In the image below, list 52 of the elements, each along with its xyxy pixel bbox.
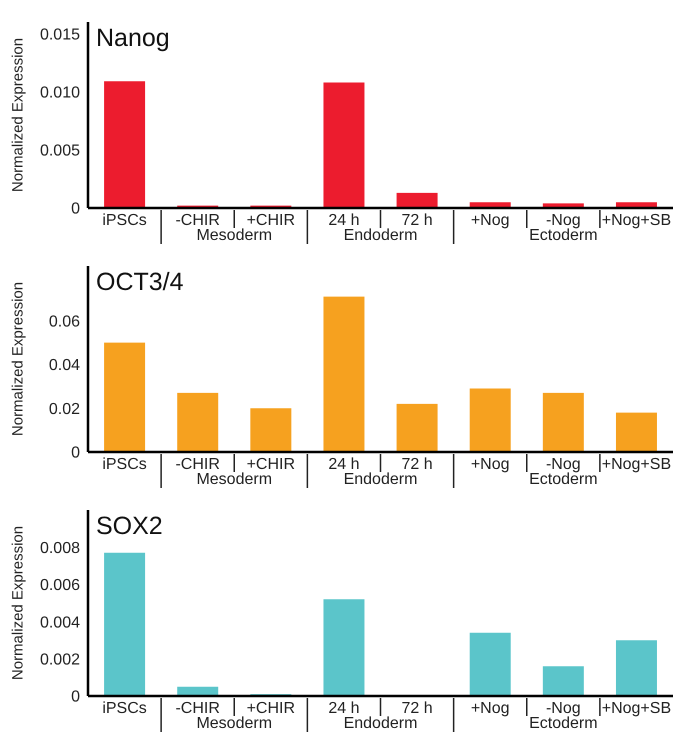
text: Mesoderm <box>195 471 274 489</box>
chart-title: Nanog <box>96 24 170 53</box>
x-tick-label: +Nog+SB <box>602 700 672 717</box>
text: Ectoderm <box>529 227 598 244</box>
x-tick-label: 72 h <box>401 456 433 473</box>
chart-title: OCT3/4 <box>96 268 184 297</box>
x-tick-label: iPSCs <box>102 456 147 473</box>
x-tick-label: 24 h <box>328 212 360 229</box>
x-tick-label: -Nog <box>546 212 581 229</box>
y-tick-label: 0.002 <box>40 651 80 668</box>
x-tick-label: 72 h <box>401 212 433 229</box>
y-tick-label: 0 <box>71 200 80 218</box>
text: Ectoderm <box>529 715 598 732</box>
y-tick-label: 0.010 <box>40 84 80 102</box>
chart-title: SOX2 <box>96 512 163 541</box>
x-tick-label: 72 h <box>401 700 433 717</box>
x-tick-label: +Nog <box>470 212 510 229</box>
text: Endoderm <box>342 471 418 489</box>
y-tick-label: 0.015 <box>40 26 80 44</box>
y-tick-label: 0.006 <box>40 577 80 594</box>
x-tick-label: -CHIR <box>175 700 220 717</box>
text: Endoderm <box>342 227 418 245</box>
x-tick-label: -Nog <box>546 700 581 717</box>
x-tick-label: +CHIR <box>246 700 296 717</box>
x-tick-label: -CHIR <box>175 212 220 229</box>
x-tick-label: iPSCs <box>102 212 147 229</box>
text: Endoderm <box>342 715 418 733</box>
y-axis-title: Normalized Expression <box>9 282 26 436</box>
x-tick-label: +Nog+SB <box>602 212 672 229</box>
x-tick-label: -Nog <box>546 456 581 473</box>
y-tick-label: 0.06 <box>48 313 80 330</box>
text: Ectoderm <box>529 471 598 488</box>
y-axis-title: Normalized Expression <box>9 526 26 680</box>
x-tick-label: -CHIR <box>175 456 220 473</box>
y-tick-label: 0.04 <box>48 357 80 374</box>
y-tick-label: 0.005 <box>40 142 80 160</box>
y-tick-label: 0 <box>71 688 80 706</box>
y-tick-label: 0.008 <box>40 540 80 557</box>
y-tick-label: 0.004 <box>40 614 80 632</box>
y-tick-label: 0 <box>71 444 80 462</box>
x-tick-label: 24 h <box>328 456 360 473</box>
text: Mesoderm <box>195 227 274 245</box>
x-tick-label: 24 h <box>328 700 360 717</box>
y-tick-label: 0.02 <box>48 400 80 418</box>
x-tick-label: +Nog+SB <box>602 456 672 473</box>
y-axis-title: Normalized Expression <box>9 38 26 192</box>
x-tick-label: +Nog <box>470 700 510 717</box>
x-tick-label: iPSCs <box>102 700 147 717</box>
text: Mesoderm <box>195 715 274 733</box>
x-tick-label: +Nog <box>470 456 510 473</box>
x-tick-label: +CHIR <box>246 456 296 473</box>
x-tick-label: +CHIR <box>246 212 296 229</box>
